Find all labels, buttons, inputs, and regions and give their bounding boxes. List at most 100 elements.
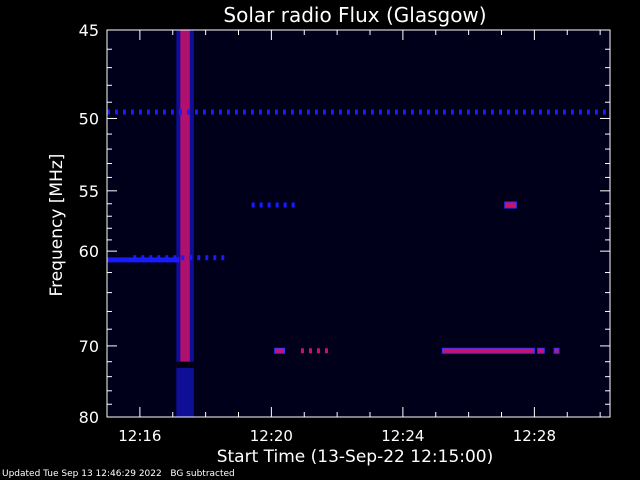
band-1-dot — [491, 109, 494, 115]
band-1-dot — [259, 109, 262, 115]
band-7-dot — [300, 348, 304, 354]
band-3-dot — [173, 255, 177, 261]
band-1-dot — [571, 109, 574, 115]
band-1-dot — [379, 109, 382, 115]
y-tick-label: 80 — [79, 408, 99, 427]
x-axis: 12:16 12:20 12:24 12:28 — [106, 30, 601, 445]
band-10 — [553, 347, 560, 354]
band-1-dot — [315, 109, 318, 115]
band-1-dot — [587, 109, 590, 115]
y-axis: 45 50 55 60 70 80 — [79, 21, 610, 427]
band-9 — [537, 347, 545, 354]
band-3-dot — [213, 255, 217, 261]
x-tick-label: 12:16 — [118, 427, 161, 445]
y-tick-label: 50 — [79, 109, 99, 128]
band-1-dot — [171, 109, 174, 115]
band-3-dot — [165, 255, 169, 261]
band-1-dot — [363, 109, 366, 115]
band-1-dot — [539, 109, 542, 115]
band-1-dot — [107, 109, 110, 115]
band-3-dot — [157, 255, 161, 261]
band-1-dot — [139, 109, 142, 115]
band-3-dot — [221, 255, 225, 261]
band-4-dot — [291, 202, 295, 208]
y-tick-label: 70 — [79, 337, 99, 356]
band-1-dot — [419, 109, 422, 115]
band-1-dot — [211, 109, 214, 115]
band-1-dot — [123, 109, 126, 115]
band-1-dot — [323, 109, 326, 115]
band-1-dot — [307, 109, 310, 115]
band-1-dot — [131, 109, 134, 115]
x-tick-label: 12:20 — [250, 427, 293, 445]
band-3-dot — [197, 255, 201, 261]
band-1-dot — [395, 109, 398, 115]
band-1-dot — [275, 109, 278, 115]
band-1-dot — [435, 109, 438, 115]
band-1-dot — [427, 109, 430, 115]
x-tick-label: 12:24 — [381, 427, 424, 445]
band-1-dot — [507, 109, 510, 115]
band-1-dot — [499, 109, 502, 115]
band-7-dot — [308, 348, 312, 354]
band-1-dot — [523, 109, 526, 115]
band-1-dot — [331, 109, 334, 115]
band-1-dot — [203, 109, 206, 115]
band-1-dot — [411, 109, 414, 115]
band-1-dot — [147, 109, 150, 115]
band-7-dot — [324, 348, 328, 354]
spectrogram-features — [107, 30, 606, 417]
band-4-dot — [251, 202, 255, 208]
band-1-dot — [483, 109, 486, 115]
band-1-dot — [603, 109, 606, 115]
band-1-dot — [187, 109, 190, 115]
band-3-dot — [205, 255, 209, 261]
band-1-dot — [283, 109, 286, 115]
band-4-dot — [259, 202, 263, 208]
y-axis-label: Frequency [MHz] — [47, 154, 67, 297]
band-1-dot — [251, 109, 254, 115]
band-1-dot — [475, 109, 478, 115]
band-1-dot — [195, 109, 198, 115]
band-1-dot — [243, 109, 246, 115]
y-tick-label: 60 — [79, 242, 99, 261]
y-tick-label: 45 — [79, 21, 99, 40]
band-1-dot — [579, 109, 582, 115]
band-1-dot — [531, 109, 534, 115]
spot-5 — [504, 201, 517, 209]
plot-frame — [106, 29, 611, 418]
band-1-dot — [347, 109, 350, 115]
band-1-dot — [595, 109, 598, 115]
band-1-dot — [179, 109, 182, 115]
band-1-dot — [515, 109, 518, 115]
band-1-dot — [443, 109, 446, 115]
burst-gap-0 — [176, 361, 194, 368]
band-1-dot — [563, 109, 566, 115]
chart-title: Solar radio Flux (Glasgow) — [223, 3, 486, 27]
band-4-dot — [283, 202, 287, 208]
band-8 — [441, 347, 535, 354]
y-tick-label: 55 — [79, 182, 99, 201]
band-1-dot — [299, 109, 302, 115]
band-7-dot — [316, 348, 320, 354]
band-1-dot — [467, 109, 470, 115]
band-3-dot — [189, 255, 193, 261]
band-1-dot — [267, 109, 270, 115]
footer-note: BG subtracted — [170, 469, 235, 479]
band-3-dot — [149, 255, 153, 261]
band-1-dot — [451, 109, 454, 115]
band-3-dot — [181, 255, 185, 261]
band-1-dot — [219, 109, 222, 115]
footer: Updated Tue Sep 13 12:46:29 2022 BG subt… — [2, 469, 235, 479]
band-6 — [274, 347, 286, 354]
band-1-dot — [155, 109, 158, 115]
band-1-dot — [403, 109, 406, 115]
band-1-dot — [371, 109, 374, 115]
x-axis-label: Start Time (13-Sep-22 12:15:00) — [217, 447, 494, 467]
band-4-dot — [267, 202, 271, 208]
burst-core-0 — [180, 30, 190, 362]
band-1-dot — [355, 109, 358, 115]
band-1-dot — [339, 109, 342, 115]
band-1-dot — [235, 109, 238, 115]
